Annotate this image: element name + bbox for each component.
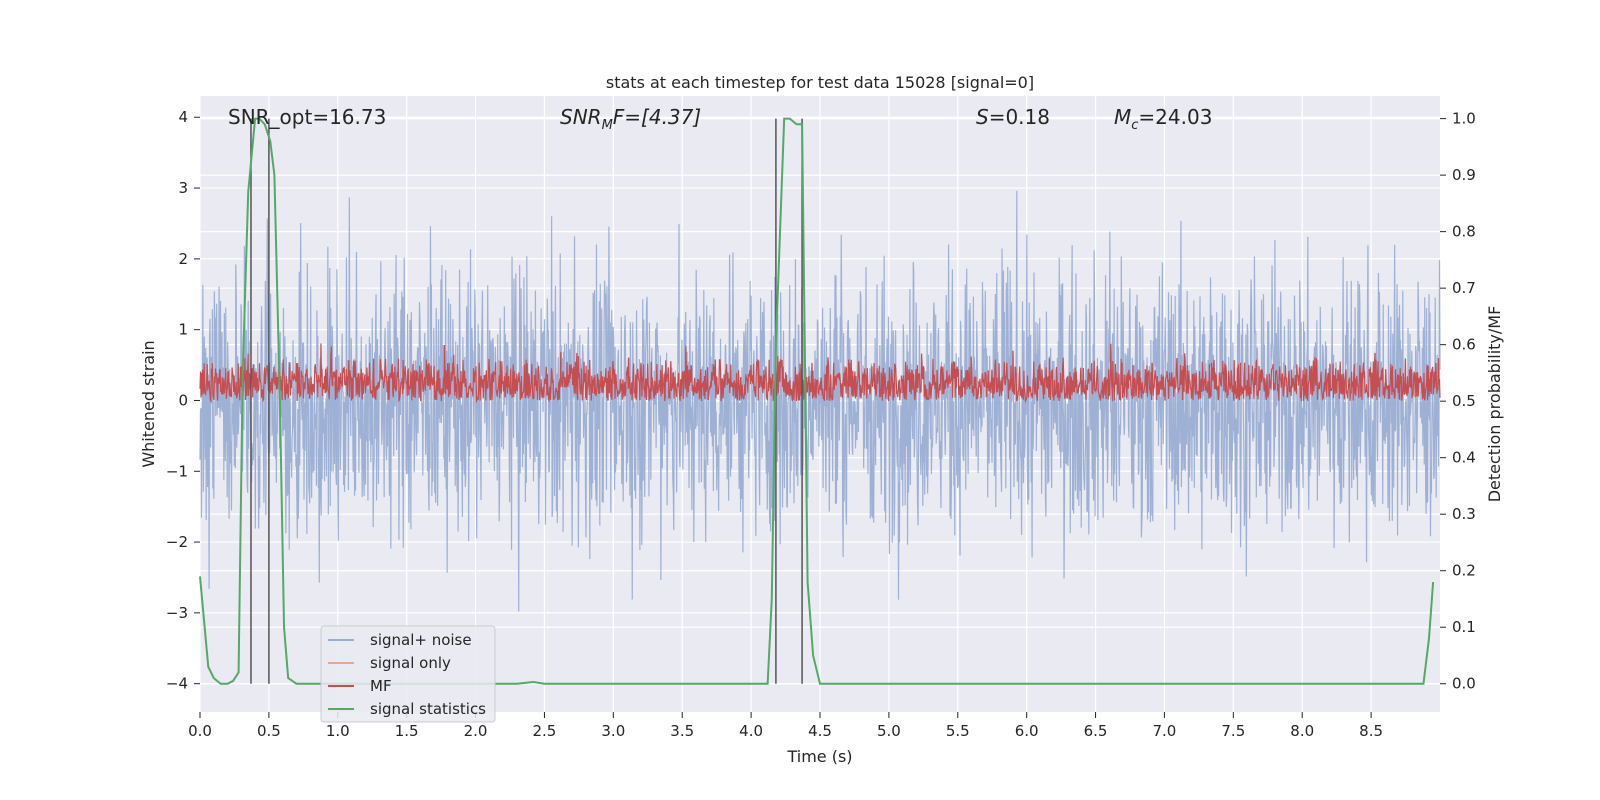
x-tick-label: 4.0 (739, 722, 763, 740)
legend-label-signal-noise: signal+ noise (370, 631, 472, 649)
y-left-tick-labels: 4 3 2 1 0 −1 −2 −3 −4 (166, 108, 200, 693)
legend-label-signal-only: signal only (370, 654, 451, 672)
mf-line (199, 343, 1441, 404)
x-tick-label: 4.5 (808, 722, 832, 740)
y-right-tick-label: 0.7 (1452, 279, 1476, 297)
y-right-tick-labels: 1.0 0.9 0.8 0.7 0.6 0.5 0.4 0.3 0.2 0.1 0.0 (1440, 110, 1476, 693)
y-left-tick-label: 0 (178, 391, 188, 409)
signal-statistics-series (199, 117, 1435, 685)
annotation-snr-opt: SNR_opt=16.73 (228, 105, 386, 129)
x-tick-label: 2.5 (533, 722, 557, 740)
y-right-tick-label: 0.8 (1452, 223, 1476, 241)
legend: signal+ noise signal only MF signal stat… (320, 625, 496, 723)
annotation-s-rest: =0.18 (989, 105, 1050, 129)
y-right-tick-label: 0.5 (1452, 392, 1476, 410)
y-left-tick-label: 2 (178, 250, 188, 268)
x-tick-label: 6.5 (1084, 722, 1108, 740)
annotation-snr-mf: SNRMF=[4.37] (560, 105, 701, 133)
annotation-s: S=0.18 (976, 105, 1050, 129)
y-right-tick-label: 0.3 (1452, 505, 1476, 523)
x-tick-label: 3.5 (670, 722, 694, 740)
annotation-snr-mf-rest: F=[4.37] (613, 105, 701, 129)
annotation-mc: Mc=24.03 (1114, 105, 1212, 133)
annotation-snr-mf-sub: M (602, 118, 613, 133)
x-tick-label: 1.0 (326, 722, 350, 740)
legend-label-mf: MF (370, 677, 392, 695)
y-left-tick-label: 3 (178, 179, 188, 197)
x-tick-label: 8.5 (1359, 722, 1383, 740)
signal-noise-line (199, 190, 1441, 612)
signal-statistics-line (199, 117, 1435, 685)
x-tick-label: 6.0 (1015, 722, 1039, 740)
y-left-tick-label: −2 (166, 533, 188, 551)
legend-box (320, 625, 496, 723)
mf-series (199, 343, 1441, 404)
signal-noise-series (199, 190, 1441, 612)
y-right-tick-label: 0.4 (1452, 449, 1476, 467)
y-right-tick-label: 0.0 (1452, 675, 1476, 693)
y-left-tick-label: 1 (178, 321, 188, 339)
y-axis-label-left: Whitened strain (139, 340, 158, 467)
legend-label-signal-statistics: signal statistics (370, 700, 486, 718)
y-left-tick-label: −3 (166, 604, 188, 622)
x-tick-labels: 0.0 0.5 1.0 1.5 2.0 2.5 3.0 3.5 4.0 4.5 5.0 5.5 6.0 6… (188, 712, 1383, 740)
x-tick-label: 7.5 (1221, 722, 1245, 740)
x-tick-label: 8.0 (1290, 722, 1314, 740)
x-tick-label: 5.5 (946, 722, 970, 740)
x-tick-label: 3.0 (601, 722, 625, 740)
y-left-tick-label: −4 (166, 675, 188, 693)
y-right-tick-label: 0.1 (1452, 618, 1476, 636)
x-tick-label: 2.0 (464, 722, 488, 740)
y-left-tick-label: −1 (166, 462, 188, 480)
y-right-tick-label: 0.6 (1452, 336, 1476, 354)
y-right-tick-label: 0.9 (1452, 166, 1476, 184)
x-tick-label: 5.0 (877, 722, 901, 740)
y-axis-label-right: Detection probability/MF (1485, 306, 1504, 503)
x-axis-label: Time (s) (786, 747, 852, 766)
y-right-tick-label: 0.2 (1452, 562, 1476, 580)
chart-title: stats at each timestep for test data 150… (606, 73, 1034, 92)
x-tick-label: 0.0 (188, 722, 212, 740)
annotation-mc-rest: =24.03 (1138, 105, 1212, 129)
annotation-mc-sub: c (1131, 118, 1138, 133)
y-left-tick-label: 4 (178, 108, 188, 126)
annotation-snr-mf-main: SNR (560, 105, 602, 129)
y-right-tick-label: 1.0 (1452, 110, 1476, 128)
annotation-s-main: S (976, 105, 989, 129)
x-tick-label: 0.5 (257, 722, 281, 740)
annotation-mc-main: M (1114, 105, 1131, 129)
x-tick-label: 1.5 (395, 722, 419, 740)
x-tick-label: 7.0 (1153, 722, 1177, 740)
